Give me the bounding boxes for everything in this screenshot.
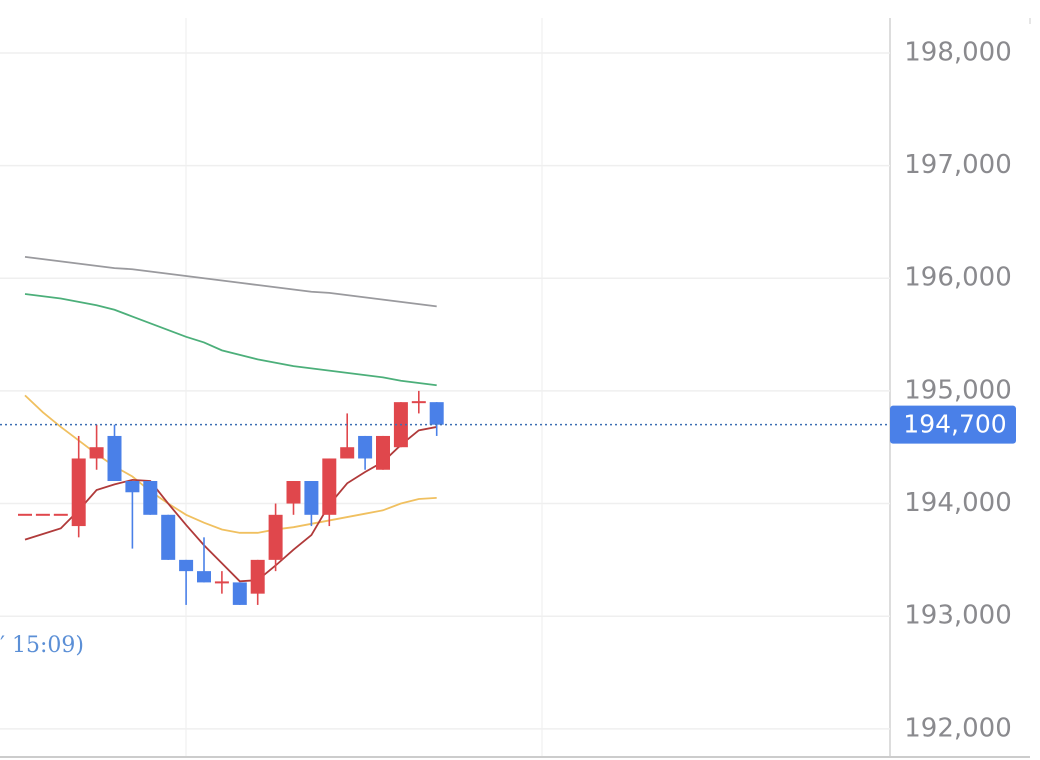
candle-body bbox=[304, 481, 319, 515]
candle-body bbox=[197, 571, 211, 583]
candle-body bbox=[411, 401, 426, 404]
candle-body bbox=[340, 447, 355, 459]
moving-average-line bbox=[24, 293, 437, 387]
y-tick-label: 196,000 bbox=[904, 263, 1012, 293]
y-tick-label: 193,000 bbox=[904, 601, 1012, 631]
candle-body bbox=[53, 513, 68, 516]
candle-body bbox=[429, 402, 444, 425]
y-tick-label: 192,000 bbox=[904, 713, 1012, 743]
candle-body bbox=[214, 581, 229, 584]
last-price-label: 194,700 bbox=[903, 410, 1006, 439]
candle-body bbox=[18, 513, 32, 516]
candle-body bbox=[107, 435, 122, 482]
candle-body bbox=[250, 559, 265, 594]
candle-body bbox=[268, 514, 283, 560]
candle-body bbox=[35, 513, 50, 516]
last-price-box bbox=[890, 405, 1016, 444]
y-tick-label: 195,000 bbox=[904, 375, 1012, 405]
candle-body bbox=[143, 481, 158, 515]
candle-body bbox=[358, 435, 373, 459]
annotation: ′ 15:09) bbox=[0, 633, 84, 658]
y-tick-label: 197,000 bbox=[904, 150, 1012, 180]
candle-body bbox=[71, 458, 86, 527]
candle-body bbox=[125, 481, 140, 493]
moving-average-line bbox=[24, 255, 437, 308]
candle-body bbox=[376, 435, 390, 470]
moving-average-line bbox=[24, 394, 437, 534]
y-tick-label: 194,000 bbox=[904, 488, 1012, 518]
candle-body bbox=[161, 514, 176, 560]
candle-body bbox=[286, 481, 301, 504]
candle-body bbox=[232, 582, 247, 605]
candle-body bbox=[179, 559, 194, 572]
moving-average-line bbox=[24, 426, 437, 583]
y-tick-label: 198,000 bbox=[904, 37, 1012, 67]
candle-body bbox=[322, 458, 337, 515]
candle-body bbox=[89, 447, 104, 459]
